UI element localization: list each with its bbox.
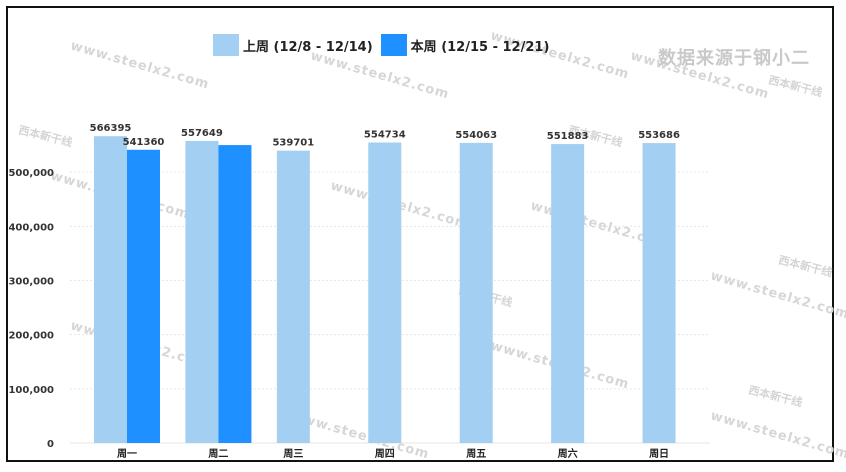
x-tick-label: 周一 [117, 448, 137, 460]
y-tick-label: 300,000 [8, 277, 54, 288]
y-tick-label: 0 [47, 439, 54, 450]
y-tick-label: 200,000 [8, 331, 54, 342]
bar-last-week [185, 140, 219, 443]
bar-last-week [276, 150, 310, 443]
data-label: 541360 [123, 137, 165, 148]
x-tick-label: 周四 [375, 448, 395, 460]
legend-swatch-this-week [380, 34, 407, 56]
data-label: 554063 [455, 130, 497, 141]
bar-this-week [218, 145, 252, 444]
legend-item-last-week[interactable]: 上周 (12/8 - 12/14) [213, 34, 373, 56]
bar-last-week [94, 136, 127, 444]
data-label: 554734 [364, 130, 406, 141]
legend-label-this-week: 本周 (12/15 - 12/21) [410, 39, 550, 55]
bar-last-week [459, 142, 493, 443]
x-tick-label: 周三 [283, 448, 303, 460]
data-label: 539701 [272, 138, 314, 149]
y-tick-label: 500,000 [8, 168, 54, 179]
x-tick-label: 周五 [466, 448, 486, 460]
data-label: 566395 [90, 123, 132, 134]
bar-last-week [642, 143, 676, 444]
legend: 上周 (12/8 - 12/14) 本周 (12/15 - 12/21) [213, 34, 549, 56]
legend-item-this-week[interactable]: 本周 (12/15 - 12/21) [380, 34, 550, 56]
y-tick-label: 400,000 [8, 222, 54, 233]
data-label: 551883 [547, 131, 589, 142]
bar-last-week [551, 144, 585, 444]
chart-frame: www.steelx2.com www.steelx2.com www.steelx… [6, 6, 846, 463]
source-note: 数据来源于钢小二 [658, 48, 810, 69]
legend-label-last-week: 上周 (12/8 - 12/14) [243, 39, 373, 55]
legend-swatch-last-week [213, 34, 239, 56]
bar-last-week [368, 142, 402, 443]
x-tick-label: 周六 [558, 447, 578, 460]
data-label: 553686 [638, 130, 680, 141]
x-tick-label: 周日 [649, 448, 669, 460]
bar-this-week [127, 149, 160, 443]
x-tick-label: 周二 [208, 448, 228, 460]
bar-chart: 0 100,000 200,000 300,000 400,000 500,000 5663… [8, 123, 710, 460]
y-tick-label: 100,000 [8, 385, 54, 396]
data-label: 557649 [181, 128, 223, 139]
